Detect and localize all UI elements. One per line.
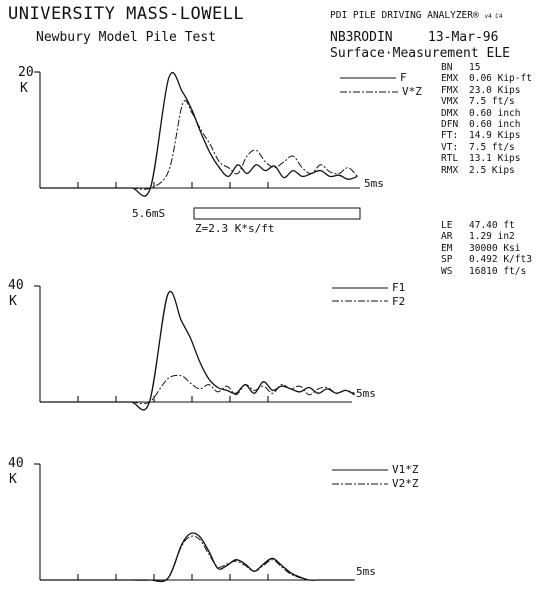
stats-key: FMX bbox=[441, 84, 459, 96]
stats-value: 7.5 ft/s bbox=[469, 141, 515, 153]
panel-1-ytick-label: 20 bbox=[18, 65, 34, 80]
params-key: AR bbox=[441, 231, 453, 243]
stats-key: RMX bbox=[441, 164, 459, 176]
time-window-bar bbox=[193, 207, 361, 220]
params-value: 47.40 ft bbox=[469, 220, 515, 231]
stats-value: 0.06 Kip-ft bbox=[469, 73, 532, 85]
stats-key: DMX bbox=[441, 107, 459, 119]
stats-value: 7.5 ft/s bbox=[469, 96, 515, 108]
params-key: WS bbox=[441, 265, 453, 277]
panel-1 bbox=[34, 71, 398, 220]
params-value: 0.492 K/ft3 bbox=[469, 254, 532, 266]
panel-3 bbox=[34, 463, 388, 583]
panel-2-xlabel: 5ms bbox=[356, 387, 376, 400]
stats-value: 0.60 inch bbox=[469, 107, 521, 119]
legend-f-label: F bbox=[400, 71, 407, 84]
org-title: UNIVERSITY MASS-LOWELL bbox=[8, 4, 245, 24]
test-name: Newbury Model Pile Test bbox=[36, 30, 217, 45]
instrument-version: v4 C4 bbox=[484, 13, 503, 20]
stats-key: VMX bbox=[441, 96, 459, 108]
panel-3-xlabel: 5ms bbox=[356, 565, 376, 578]
record-date: 13-Mar-96 bbox=[428, 30, 499, 45]
params-value: 1.29 in2 bbox=[469, 231, 515, 243]
legend-f1-label: F1 bbox=[392, 281, 406, 294]
params-value: 30000 Ksi bbox=[469, 242, 521, 254]
series-vz-line bbox=[40, 100, 358, 190]
series-v2z-line bbox=[40, 535, 355, 582]
panel-1-xlabel: 5ms bbox=[364, 177, 384, 190]
stats-value: 23.0 Kips bbox=[469, 84, 521, 96]
stats-value: 0.60 inch bbox=[469, 119, 521, 130]
time-window-label: 5.6mS bbox=[132, 207, 166, 220]
panel-2 bbox=[34, 285, 388, 411]
record-id: NB3RODIN bbox=[330, 30, 393, 45]
series-f-line bbox=[40, 71, 358, 197]
panel-1-ylabel: K bbox=[20, 81, 28, 96]
params-key: SP bbox=[441, 254, 453, 266]
stats-value: 15 bbox=[469, 62, 481, 73]
stats-key: RTL bbox=[441, 153, 459, 165]
location: Surface·Measurement ELE bbox=[330, 46, 511, 61]
registered-mark: ® bbox=[473, 10, 479, 21]
stats-key: DFN bbox=[441, 119, 459, 130]
series-f2-line bbox=[40, 374, 355, 405]
params-value: 16810 ft/s bbox=[469, 265, 527, 277]
panel-3-ylabel: K bbox=[9, 472, 17, 487]
series-v1z-line bbox=[40, 532, 355, 583]
stats-value: 2.5 Kips bbox=[469, 164, 515, 176]
series-f1-line bbox=[40, 291, 355, 411]
panel-3-ytick-label: 40 bbox=[8, 456, 24, 471]
stats-value: 13.1 Kips bbox=[469, 153, 521, 165]
impedance-label: Z=2.3 K*s/ft bbox=[195, 222, 275, 235]
instrument-name: PDI PILE DRIVING ANALYZER® v4 C4 bbox=[330, 10, 503, 21]
stats-key: BN bbox=[441, 62, 453, 73]
stats-key: EMX bbox=[441, 73, 459, 85]
params-key: LE bbox=[441, 220, 453, 231]
params-key: EM bbox=[441, 242, 453, 254]
stats-key: FT: bbox=[441, 130, 459, 142]
stats-value: 14.9 Kips bbox=[469, 130, 521, 142]
panel-2-ylabel: K bbox=[9, 294, 17, 309]
panel-2-ytick-label: 40 bbox=[8, 278, 24, 293]
legend-vz-label: V*Z bbox=[402, 85, 422, 98]
legend-v1z-label: V1*Z bbox=[392, 463, 419, 476]
legend-v2z-label: V2*Z bbox=[392, 477, 419, 490]
stats-key: VT: bbox=[441, 141, 459, 153]
legend-f2-label: F2 bbox=[392, 295, 406, 308]
